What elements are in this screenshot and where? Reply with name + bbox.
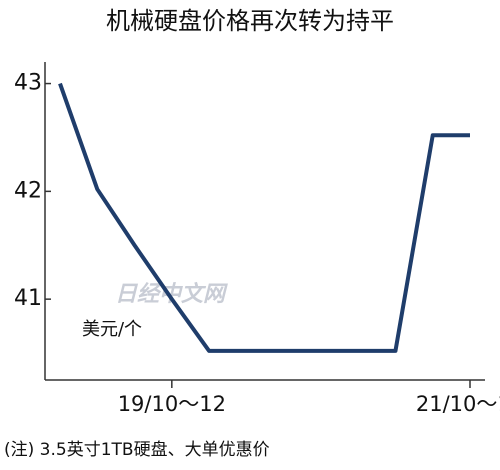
watermark: 日经中文网 <box>115 281 228 307</box>
y-tick-label: 43 <box>14 71 42 96</box>
y-tick-label: 41 <box>14 286 42 311</box>
line <box>58 82 470 353</box>
y-tick-label: 42 <box>14 178 42 203</box>
note: (注) 3.5英寸1TB硬盘、大单优惠价 <box>4 440 270 460</box>
x-tick-label: 19/10～12 <box>118 392 226 416</box>
chart-title: 机械硬盘价格再次转为持平 <box>106 7 394 35</box>
x-tick-label: 21/10～12 <box>416 392 500 416</box>
y-unit: 美元/个 <box>82 319 142 340</box>
